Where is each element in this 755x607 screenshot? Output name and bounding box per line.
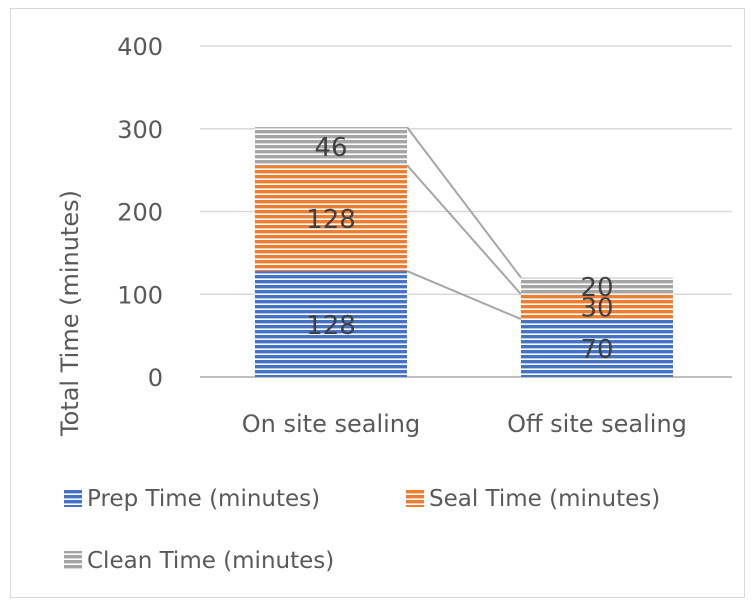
series-line: [406, 164, 522, 295]
series-line: [406, 270, 522, 320]
legend: Prep Time (minutes) Seal Time (minutes) Cl…: [64, 486, 660, 574]
series-line: [406, 126, 522, 279]
y-tick-label: 200: [117, 199, 163, 227]
bars: [255, 127, 673, 377]
legend-label: Prep Time (minutes): [87, 486, 320, 512]
bar-segment: [521, 319, 673, 377]
series-lines: [406, 126, 522, 320]
y-tick-label: 400: [117, 33, 163, 61]
data-label: 30: [580, 294, 613, 324]
bar-segment: [255, 271, 407, 377]
data-label: 128: [306, 205, 356, 235]
data-label: 70: [580, 335, 613, 365]
bar-segment: [521, 277, 673, 295]
bar-segment: [255, 165, 407, 272]
bar-segment: [255, 127, 407, 166]
legend-swatch: [64, 551, 82, 569]
category-label: Off site sealing: [507, 410, 687, 438]
y-tick-label: 0: [148, 364, 163, 392]
legend-swatch: [406, 489, 424, 507]
category-label: On site sealing: [242, 410, 420, 438]
chart-frame: [10, 8, 745, 598]
data-label: 20: [580, 273, 613, 303]
y-tick-label: 100: [117, 281, 163, 309]
data-label: 128: [306, 311, 356, 341]
data-label: 46: [314, 133, 347, 163]
legend-label: Clean Time (minutes): [87, 548, 334, 574]
axes: Total Time (minutes) 0 100 200 300 400 On sit…: [56, 33, 687, 438]
legend-swatch: [64, 489, 82, 507]
bar-segment: [521, 294, 673, 320]
y-tick-label: 300: [117, 116, 163, 144]
y-axis-title: Total Time (minutes): [56, 190, 84, 437]
legend-label: Seal Time (minutes): [429, 486, 660, 512]
